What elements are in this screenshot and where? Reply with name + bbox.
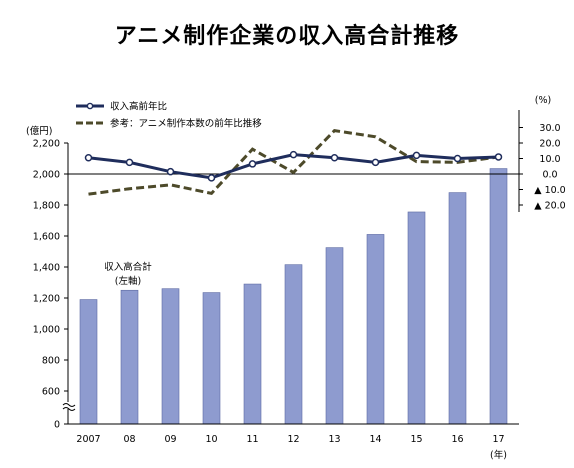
revenue-yoy-point-09 (166, 167, 175, 176)
x-tick-label-17: 17 (492, 434, 504, 445)
revenue-yoy-point-17 (494, 153, 503, 161)
bar-14 (366, 234, 385, 425)
x-tick-label-08: 08 (123, 434, 135, 445)
revenue-yoy-point-16 (453, 154, 462, 163)
left-tick-label: 1,200 (33, 294, 60, 305)
labels-layer: 2,200 2,000 1,800 1,600 1,400 1,200 1,000 800 60… (26, 95, 566, 461)
legend-marker-revenue-yoy (86, 102, 94, 110)
left-tick-label: 2,000 (33, 170, 60, 181)
left-tick-label: 0 (54, 420, 60, 431)
bar-12 (284, 264, 303, 425)
left-tick-label: 1,600 (33, 232, 60, 243)
right-tick-label: 10.0 (539, 154, 560, 165)
chart-title: アニメ制作企業の収入高合計推移 (114, 24, 460, 49)
legend-label-revenue-yoy: 収入高前年比 (110, 101, 167, 113)
revenue-yoy-point-2007 (84, 153, 93, 162)
revenue-yoy-point-11 (248, 160, 257, 168)
bar-09 (161, 288, 180, 425)
left-tick-label: 1,000 (33, 325, 60, 336)
revenue-yoy-point-13 (330, 153, 339, 162)
revenue-yoy-point-08 (125, 158, 134, 167)
left-tick-label: 800 (42, 356, 60, 367)
x-tick-label-09: 09 (164, 434, 176, 445)
x-tick-label-15: 15 (410, 434, 422, 445)
bar-16 (448, 192, 467, 425)
x-tick-label-16: 16 (451, 434, 463, 445)
right-tick-label: 30.0 (539, 123, 560, 134)
axis-break-mark (62, 403, 76, 407)
left-tick-label: 2,200 (33, 139, 60, 150)
bar-17 (489, 168, 508, 425)
axis-break-gap (64, 402, 72, 409)
x-tick-label-14: 14 (369, 434, 381, 445)
bar-2007 (79, 299, 98, 425)
x-tick-label-12: 12 (287, 434, 299, 445)
left-tick-label: 1,400 (33, 263, 60, 274)
bar-series-label: 収入高合計 (104, 261, 152, 273)
bars-layer (79, 168, 508, 425)
revenue-yoy-point-15 (412, 151, 421, 160)
right-tick-label: ▲ 20.0 (534, 201, 565, 212)
x-tick-label-13: 13 (328, 434, 340, 445)
bar-10 (202, 292, 221, 425)
bar-series-note: (左軸) (115, 275, 141, 287)
x-tick-label-11: 11 (246, 434, 258, 445)
revenue-yoy-point-12 (289, 150, 298, 159)
bar-11 (243, 283, 262, 425)
bar-15 (407, 211, 426, 425)
axis-break-mark (62, 407, 76, 411)
right-axis-label: (%) (535, 95, 551, 106)
right-tick-label: ▲ 10.0 (534, 185, 565, 196)
right-tick-label: 20.0 (539, 139, 560, 150)
left-tick-label: 1,800 (33, 201, 60, 212)
legend-label-production-yoy: 参考：アニメ制作本数の前年比推移 (110, 118, 262, 130)
right-tick-label: 0.0 (542, 170, 557, 181)
x-tick-label-2007: 2007 (76, 434, 100, 445)
left-axis-label: (億円) (26, 125, 52, 137)
series-line-production-count-yoy (88, 129, 499, 196)
x-tick-label-10: 10 (205, 434, 217, 445)
x-axis-unit: (年) (490, 449, 507, 461)
lines-layer (84, 129, 503, 196)
revenue-yoy-point-14 (371, 158, 380, 167)
left-tick-label: 600 (42, 387, 60, 398)
bar-13 (325, 247, 344, 425)
revenue-yoy-point-10 (207, 174, 216, 182)
bar-08 (120, 289, 139, 425)
